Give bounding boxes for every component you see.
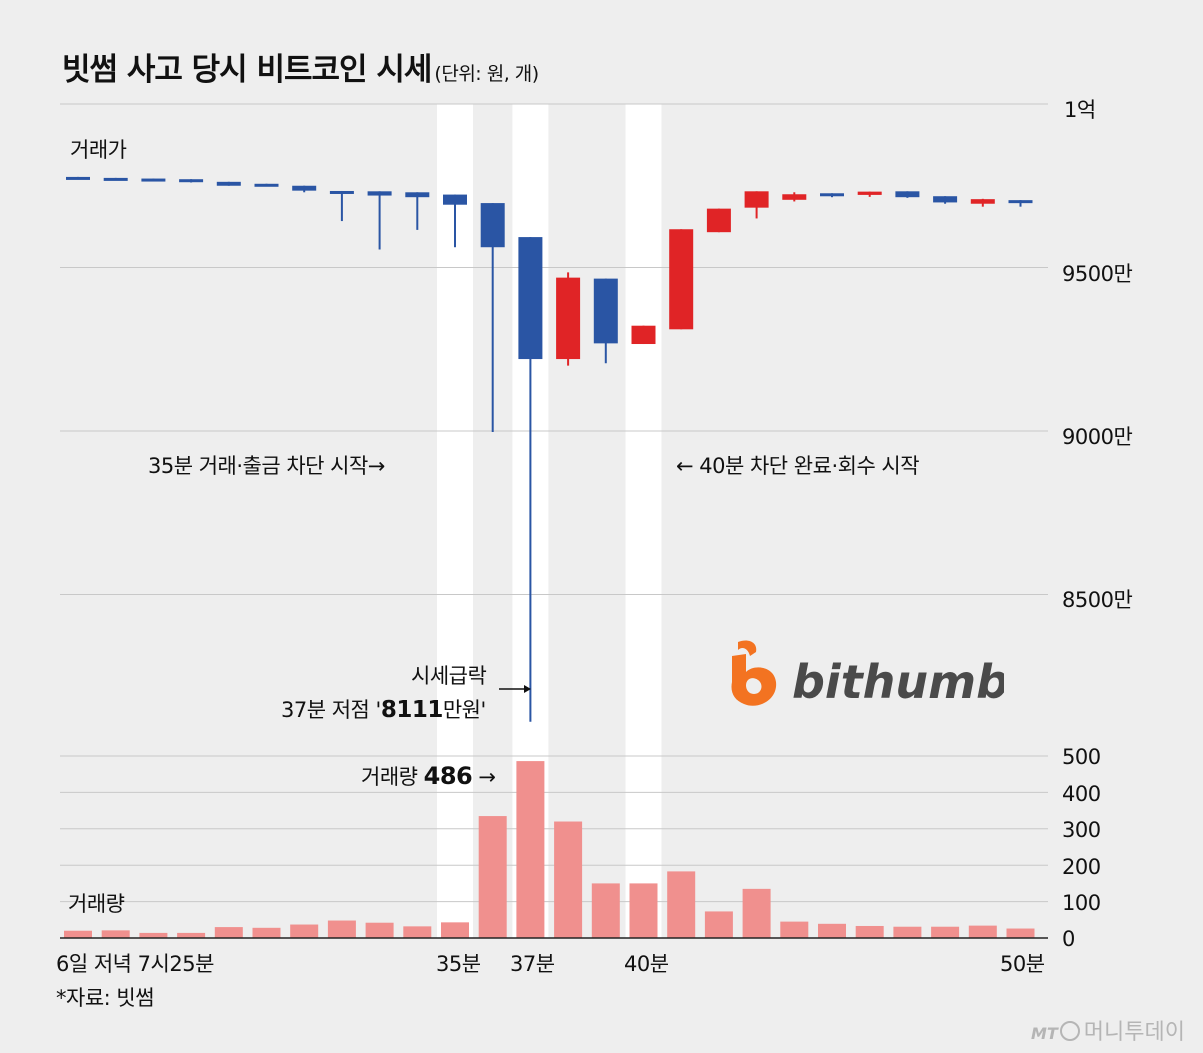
candle-body	[933, 196, 958, 203]
annotation-crash-title: 시세급락	[411, 664, 487, 688]
volume-bar	[893, 926, 922, 938]
candle-body	[857, 191, 882, 195]
volume-bar	[403, 926, 432, 938]
candle-body	[480, 203, 505, 248]
candle-body	[367, 191, 392, 196]
volume-bar	[64, 930, 92, 938]
peak-volume-arrow: →	[472, 765, 496, 789]
volume-bar	[931, 926, 960, 938]
candle-body	[254, 183, 279, 187]
source-note: *자료: 빗썸	[56, 986, 155, 1010]
crash-low-value: 8111	[380, 697, 444, 723]
x-tick: 6일 저녁 7시25분	[56, 952, 214, 976]
title-block: 빗썸 사고 당시 비트코인 시세 (단위: 원, 개)	[62, 44, 539, 89]
volume-bar	[818, 923, 846, 938]
volume-bar	[177, 932, 206, 938]
candle-body	[970, 199, 995, 204]
candle-body	[631, 325, 656, 345]
peak-volume-prefix: 거래량	[361, 765, 424, 789]
volume-bar	[780, 921, 809, 938]
unit-note: (단위: 원, 개)	[434, 63, 539, 85]
annotation-block-end: ← 40분 차단 완료·회수 시작	[676, 454, 920, 478]
crash-low-suffix: 만원'	[442, 698, 486, 722]
crash-arrow-head	[524, 685, 531, 693]
candle-body	[103, 177, 128, 181]
watermark-prefix: MT	[1030, 1024, 1058, 1043]
candle-body	[820, 193, 844, 197]
watermark-circle-icon	[1059, 1021, 1080, 1041]
volume-bar	[554, 821, 583, 938]
volume-bar	[629, 883, 658, 938]
candle-body	[669, 229, 694, 330]
volume-y-tick: 200	[1062, 855, 1101, 879]
highlight-band	[625, 104, 662, 938]
candle-body	[141, 178, 166, 182]
volume-bar	[1006, 928, 1035, 938]
candle-body	[179, 179, 204, 183]
candle-body	[518, 237, 543, 360]
volume-y-tick: 300	[1062, 818, 1101, 842]
volume-y-tick: 0	[1062, 927, 1075, 951]
candle-body	[1008, 200, 1033, 204]
volume-bar	[101, 930, 130, 938]
x-tick: 35분	[436, 952, 481, 976]
watermark-text: 머니투데이	[1083, 1020, 1185, 1045]
chart-title: 빗썸 사고 당시 비트코인 시세	[62, 52, 432, 88]
candle-body	[782, 194, 807, 200]
crash-low-prefix: 37분 저점 '	[281, 698, 381, 722]
volume-bar	[968, 925, 997, 938]
volume-bar	[855, 925, 884, 938]
watermark: MT 머니투데이	[1031, 1014, 1185, 1046]
annotation-block-start: 35분 거래·출금 차단 시작→	[148, 454, 385, 478]
candle-body	[216, 181, 241, 186]
volume-y-tick: 500	[1062, 745, 1101, 769]
price-panel-label: 거래가	[70, 138, 127, 162]
volume-panel-label: 거래량	[68, 892, 125, 916]
bithumb-logo-mark: bithumb	[731, 640, 1009, 709]
x-tick: 37분	[510, 952, 555, 976]
volume-bar	[516, 761, 545, 938]
candle-body	[66, 176, 90, 180]
candle-body	[329, 190, 354, 194]
volume-bar	[591, 883, 620, 938]
volume-bar	[704, 911, 733, 938]
volume-bar	[327, 920, 356, 938]
price-y-tick: 1억	[1064, 98, 1096, 122]
volume-bar	[139, 932, 168, 938]
logo-flame-icon	[738, 640, 757, 656]
candle-body	[405, 192, 430, 198]
x-tick: 50분	[1000, 952, 1045, 976]
volume-bar	[290, 924, 319, 938]
candle-body	[292, 185, 317, 191]
volume-bar	[365, 922, 394, 938]
logo-wordmark: bithumb	[792, 655, 1004, 709]
volume-y-tick: 400	[1062, 782, 1101, 806]
candle-body	[593, 278, 618, 344]
price-y-tick: 9000만	[1062, 425, 1133, 449]
volume-bar	[441, 922, 469, 938]
volume-bar	[667, 871, 696, 938]
bithumb-logo: bithumb	[724, 636, 1009, 716]
candle-body	[895, 191, 920, 198]
volume-bar	[478, 816, 507, 938]
volume-y-tick: 100	[1062, 891, 1101, 915]
volume-bar	[252, 927, 281, 938]
candle-body	[744, 191, 769, 208]
annotation-peak-volume: 거래량 486 →	[361, 761, 496, 791]
x-tick: 40분	[624, 952, 669, 976]
peak-volume-value: 486	[423, 762, 473, 790]
candle-body	[556, 277, 581, 360]
volume-bar	[742, 888, 771, 938]
candle-body	[443, 194, 467, 205]
price-y-tick: 8500만	[1062, 588, 1133, 612]
price-y-tick: 9500만	[1062, 262, 1133, 286]
annotation-crash-low: 37분 저점 '8111만원'	[281, 694, 486, 724]
volume-bar	[214, 927, 243, 938]
candle-body	[706, 208, 731, 233]
logo-b-icon	[731, 654, 777, 706]
